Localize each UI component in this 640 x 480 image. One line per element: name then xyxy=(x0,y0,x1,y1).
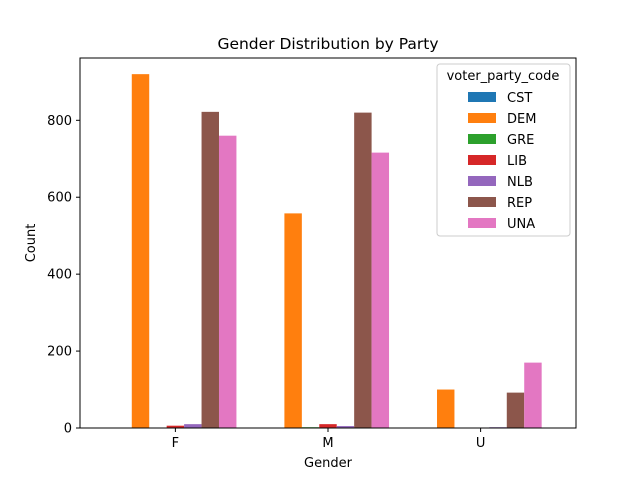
bar-lib-f xyxy=(166,425,185,428)
legend-swatch-nlb xyxy=(468,176,496,186)
bars-group xyxy=(114,74,542,429)
bar-rep-f xyxy=(201,111,219,428)
legend-swatch-rep xyxy=(468,197,496,207)
legend-swatch-cst xyxy=(468,92,496,102)
x-tick-label: M xyxy=(322,436,333,451)
legend-label-gre: GRE xyxy=(507,133,534,148)
legend-title: voter_party_code xyxy=(447,69,560,84)
legend-swatch-una xyxy=(468,218,496,228)
y-tick-label: 400 xyxy=(47,268,72,283)
chart-title: Gender Distribution by Party xyxy=(217,35,438,53)
legend-frame xyxy=(436,63,571,237)
x-tick-label: F xyxy=(172,436,179,451)
legend-label-nlb: NLB xyxy=(507,175,533,190)
y-tick-label: 600 xyxy=(47,191,72,206)
legend-label-rep: REP xyxy=(507,196,532,211)
plot-frame xyxy=(79,57,577,429)
bar-rep-u xyxy=(506,392,525,428)
bar-una-f xyxy=(218,135,237,428)
bar-nlb-f xyxy=(184,424,202,428)
bar-dem-u xyxy=(437,389,455,428)
legend-label-lib: LIB xyxy=(507,154,527,169)
x-axis-label: Gender xyxy=(304,456,353,471)
x-tick-label: U xyxy=(476,436,486,451)
legend-swatch-gre xyxy=(468,134,496,144)
bar-rep-m xyxy=(354,112,372,429)
bar-una-m xyxy=(371,152,390,428)
legend-label-dem: DEM xyxy=(507,112,536,127)
legend-swatch-dem xyxy=(468,113,496,123)
legend-swatch-lib xyxy=(468,155,496,165)
y-tick-label: 800 xyxy=(47,114,72,129)
bar-dem-f xyxy=(131,74,150,429)
y-axis-label: Count xyxy=(24,224,39,263)
legend-label-una: UNA xyxy=(507,217,535,232)
bar-nlb-m xyxy=(336,426,355,428)
legend-label-cst: CST xyxy=(507,91,532,106)
y-tick-label: 200 xyxy=(47,345,72,360)
bar-una-u xyxy=(524,362,542,428)
y-axis-ticks: 0 200 400 600 800 xyxy=(47,114,80,437)
bar-lib-m xyxy=(319,424,337,428)
legend: voter_party_code CST DEM GRE LIB NLB REP UNA xyxy=(436,63,571,237)
y-tick-label: 0 xyxy=(64,422,72,437)
legend-items: CST DEM GRE LIB NLB REP UNA xyxy=(468,91,536,232)
bar-dem-m xyxy=(284,213,302,428)
